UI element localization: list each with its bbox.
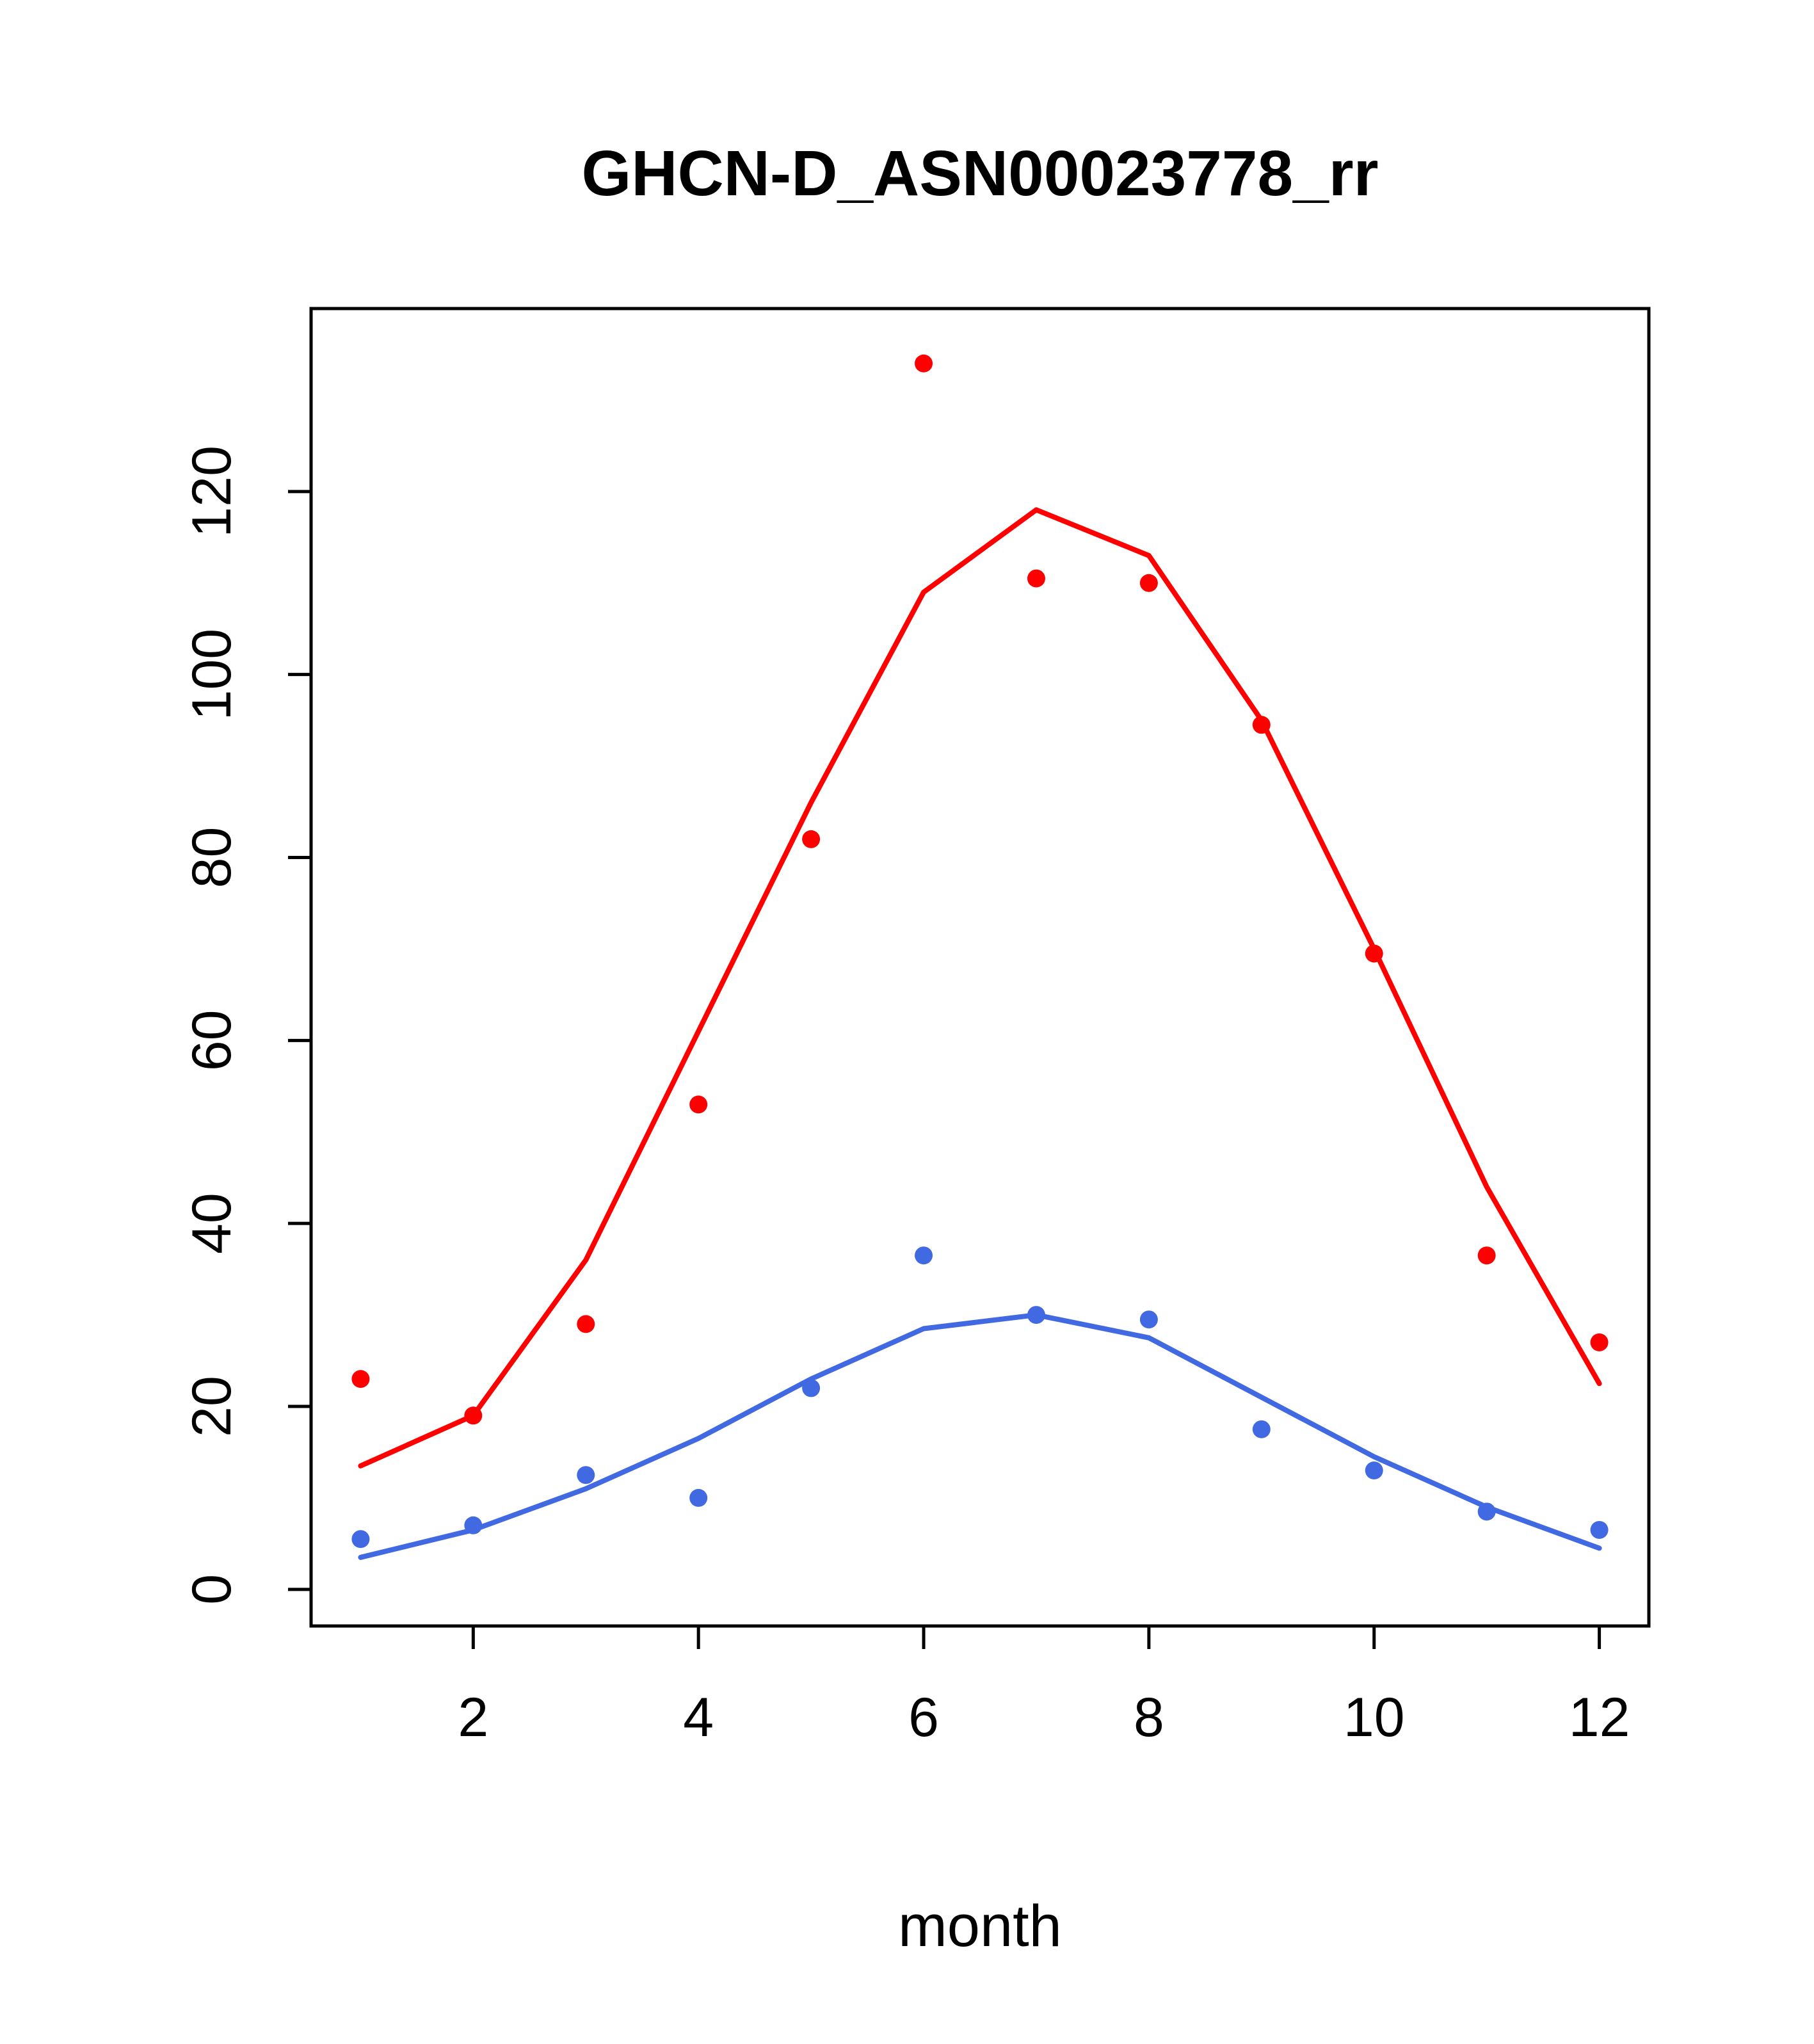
red-point-marker <box>1365 944 1383 963</box>
x-tick-label: 10 <box>1344 1687 1405 1748</box>
blue-point-marker <box>915 1246 933 1265</box>
red-point-marker <box>577 1315 595 1333</box>
blue-point-marker <box>802 1379 821 1397</box>
red-point-marker <box>1252 716 1271 734</box>
chart-title: GHCN-D_ASN00023778_rr <box>581 138 1378 209</box>
red-point-marker <box>1477 1246 1496 1265</box>
blue-point-marker <box>689 1488 708 1507</box>
blue-point-marker <box>577 1466 595 1485</box>
red-point-marker <box>464 1406 483 1425</box>
red-point-marker <box>1027 569 1045 588</box>
red-point-marker <box>351 1370 370 1388</box>
blue-point-marker <box>1027 1306 1045 1324</box>
plot-box <box>309 307 1651 1628</box>
y-tick-label: 20 <box>181 1376 243 1437</box>
blue-point-marker <box>1139 1310 1158 1329</box>
red-point-marker <box>802 830 821 848</box>
red-point-marker <box>915 354 933 373</box>
red-point-marker <box>1139 574 1158 592</box>
x-tick-label: 6 <box>908 1687 939 1748</box>
blue-line-fit <box>358 1312 1602 1560</box>
y-tick-label: 100 <box>181 629 243 721</box>
red-point-marker <box>1590 1333 1609 1351</box>
blue-point-marker <box>1477 1502 1496 1521</box>
x-tick-label: 2 <box>458 1687 488 1748</box>
x-tick-label: 12 <box>1569 1687 1630 1748</box>
blue-point-marker <box>1365 1461 1383 1480</box>
x-tick-label: 4 <box>683 1687 714 1748</box>
y-tick-label: 80 <box>181 827 243 889</box>
blue-point-marker <box>1590 1520 1609 1539</box>
y-tick-label: 60 <box>181 1010 243 1071</box>
blue-point-marker <box>1252 1420 1271 1438</box>
blue-point-marker <box>351 1530 370 1549</box>
red-line-fit <box>358 507 1602 1469</box>
x-axis-label: month <box>898 1894 1062 1959</box>
red-point-marker <box>689 1095 708 1114</box>
y-tick-label: 40 <box>181 1193 243 1254</box>
blue-point-marker <box>464 1516 483 1534</box>
x-tick-label: 8 <box>1134 1687 1164 1748</box>
y-tick-label: 0 <box>181 1574 243 1605</box>
y-tick-label: 120 <box>181 446 243 538</box>
